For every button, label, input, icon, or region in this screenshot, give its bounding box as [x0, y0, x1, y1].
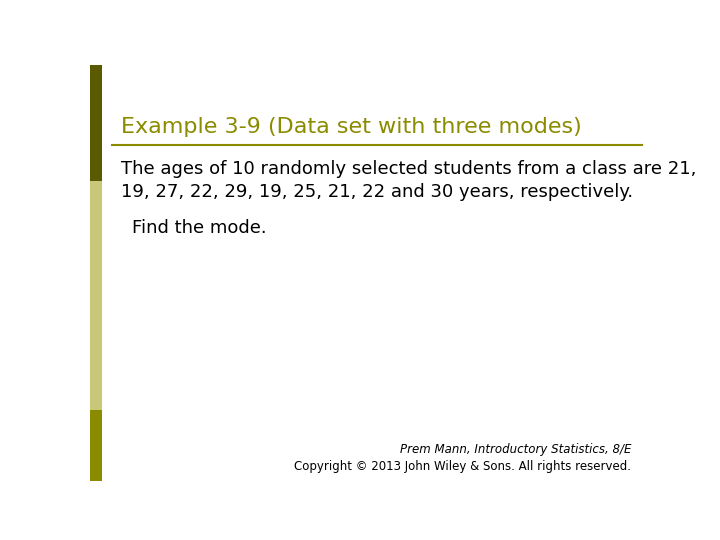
- Bar: [90, 181, 102, 410]
- Text: Example 3-9 (Data set with three modes): Example 3-9 (Data set with three modes): [121, 117, 582, 137]
- Text: Prem Mann, Introductory Statistics, 8/E: Prem Mann, Introductory Statistics, 8/E: [400, 443, 631, 456]
- Bar: [90, 65, 102, 181]
- Bar: [90, 410, 102, 481]
- Text: Copyright © 2013 John Wiley & Sons. All rights reserved.: Copyright © 2013 John Wiley & Sons. All …: [294, 460, 631, 473]
- Text: Find the mode.: Find the mode.: [132, 219, 266, 237]
- Text: 19, 27, 22, 29, 19, 25, 21, 22 and 30 years, respectively.: 19, 27, 22, 29, 19, 25, 21, 22 and 30 ye…: [121, 183, 633, 201]
- Text: The ages of 10 randomly selected students from a class are 21,: The ages of 10 randomly selected student…: [121, 160, 696, 178]
